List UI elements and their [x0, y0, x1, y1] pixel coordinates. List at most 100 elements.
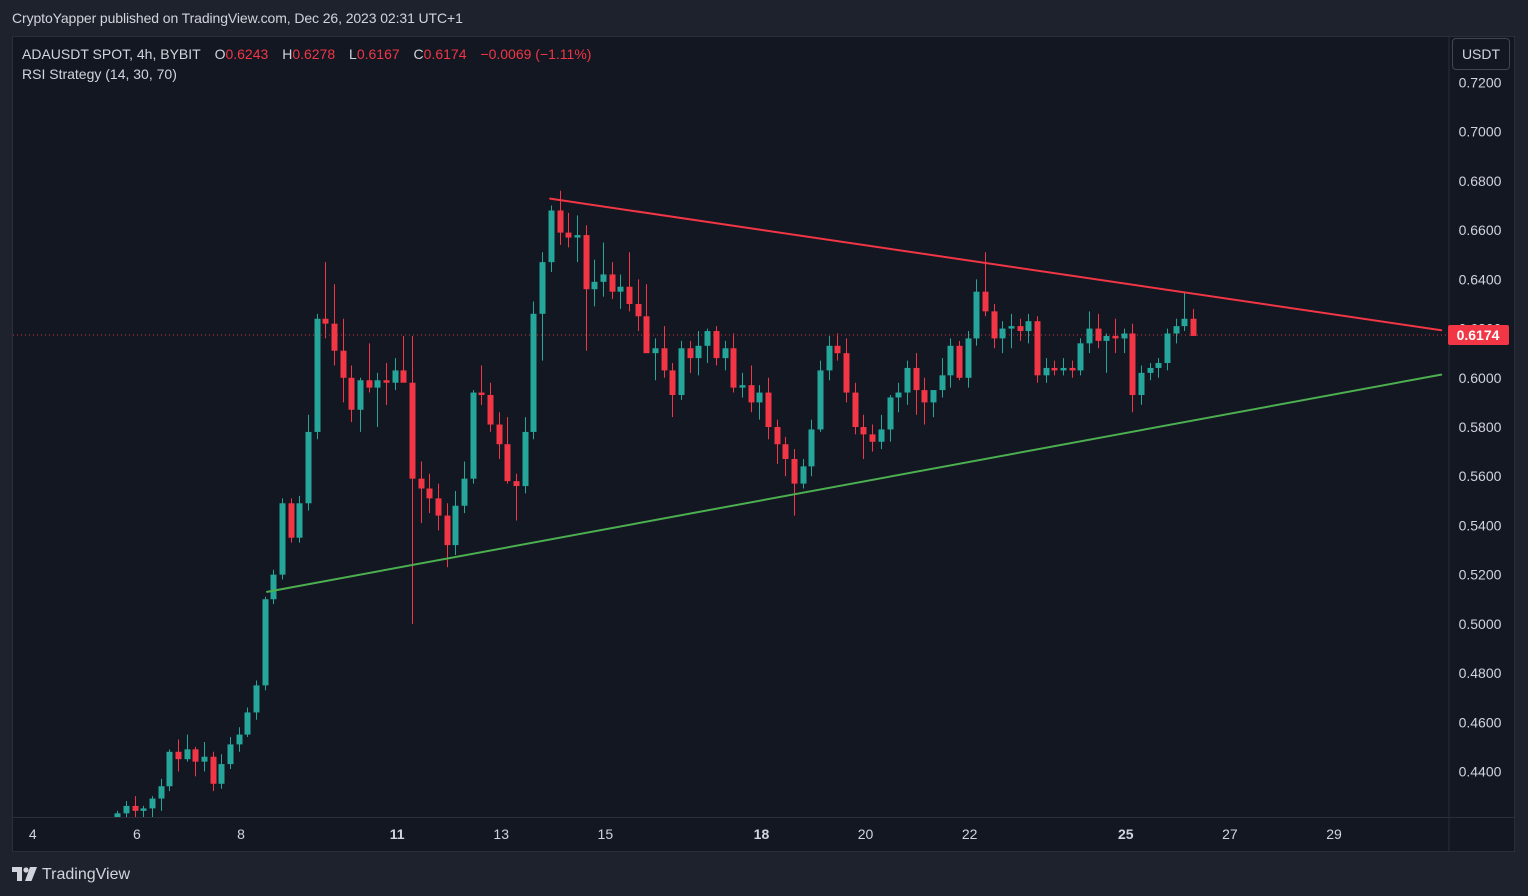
candle-down	[843, 338, 850, 403]
time-tick-label: 11	[390, 826, 405, 842]
legend-indicator[interactable]: RSI Strategy (14, 30, 70)	[22, 66, 177, 82]
candle-up	[201, 741, 208, 772]
candle-body	[184, 749, 191, 760]
candle-body	[635, 303, 642, 317]
candle-up	[123, 801, 130, 817]
candle-body	[1077, 343, 1084, 371]
candle-body	[1060, 367, 1067, 371]
candle-up	[678, 340, 685, 400]
resistance-trendline	[549, 197, 1443, 332]
candle-body	[253, 685, 260, 713]
currency-button[interactable]: USDT	[1452, 38, 1510, 70]
candle-up	[530, 301, 537, 440]
candle-body	[669, 370, 676, 396]
tradingview-logo-icon[interactable]	[12, 867, 38, 881]
candle-up	[1164, 328, 1171, 371]
candle-up	[1173, 318, 1180, 344]
candle-body	[609, 274, 616, 292]
candle-body	[244, 712, 251, 735]
price-tick-label: 0.4400	[1459, 763, 1502, 779]
candle-body	[270, 574, 277, 600]
candle-body	[1121, 333, 1128, 339]
candle-body	[583, 235, 590, 290]
candle-body	[166, 751, 173, 787]
candle-down	[175, 739, 182, 772]
candle-body	[1164, 333, 1171, 364]
candle-up	[279, 498, 286, 580]
candle-body	[782, 444, 789, 459]
candle-body	[383, 380, 390, 383]
candle-down	[1051, 360, 1058, 376]
legend-open-value: 0.6243	[225, 46, 269, 62]
candle-up	[739, 372, 746, 398]
candle-body	[643, 316, 650, 354]
candle-up	[695, 331, 702, 376]
candle-body	[557, 210, 564, 233]
legend-ohlc-row: ADAUSDT SPOT, 4h, BYBIT O0.6243 H0.6278 …	[22, 45, 591, 64]
candle-body	[175, 751, 182, 760]
candle-body	[1155, 363, 1162, 368]
chart-pane[interactable]	[12, 36, 1515, 852]
candle-down	[626, 252, 633, 312]
candle-body	[444, 515, 451, 546]
candle-body	[227, 744, 234, 765]
candle-body	[288, 503, 295, 538]
candle-down	[669, 363, 676, 418]
candle-body	[522, 431, 529, 487]
candle-body	[947, 345, 954, 376]
candle-up	[999, 321, 1006, 354]
candle-up	[296, 495, 303, 543]
candle-down	[1069, 360, 1076, 378]
legend-symbol[interactable]: ADAUSDT SPOT, 4h, BYBIT	[22, 46, 201, 62]
candle-body	[1069, 367, 1076, 371]
candle-up	[904, 360, 911, 405]
candle-body	[478, 392, 485, 396]
candle-down	[1129, 323, 1136, 413]
candle-down	[322, 262, 329, 339]
candle-up	[522, 417, 529, 494]
legend-low-label: L	[349, 46, 357, 62]
candle-up	[574, 215, 581, 263]
candle-body	[140, 808, 147, 811]
candle-body	[852, 392, 859, 427]
candle-up	[1103, 333, 1110, 373]
candle-up	[218, 754, 225, 789]
candle-body	[1008, 326, 1015, 329]
time-tick-label: 15	[598, 826, 614, 842]
chart-legend: ADAUSDT SPOT, 4h, BYBIT O0.6243 H0.6278 …	[22, 45, 591, 84]
candle-down	[487, 382, 494, 432]
candle-body	[600, 274, 607, 282]
candle-up	[973, 279, 980, 346]
candle-up	[539, 252, 546, 361]
candle-body	[661, 348, 668, 371]
candle-down	[834, 333, 841, 361]
candle-body	[305, 431, 312, 504]
candle-up	[1043, 358, 1050, 383]
plot-layer	[13, 190, 1449, 817]
candle-up	[895, 382, 902, 413]
candle-up	[1025, 313, 1032, 344]
time-tick-label: 27	[1222, 826, 1238, 842]
candle-body	[366, 380, 373, 388]
candle-up	[1121, 328, 1128, 354]
support-trendline	[266, 373, 1443, 593]
candle-body	[496, 424, 503, 445]
candle-down	[504, 417, 511, 484]
candle-body	[1181, 318, 1188, 327]
candle-body	[695, 345, 702, 359]
candle-body	[1086, 328, 1093, 344]
price-tick-label: 0.5400	[1459, 517, 1502, 533]
tradingview-brand[interactable]: TradingView	[42, 866, 131, 883]
candle-body	[530, 313, 537, 432]
candle-up	[253, 680, 260, 720]
publish-line: CryptoYapper published on TradingView.co…	[12, 10, 463, 26]
candle-down	[913, 353, 920, 415]
time-tick-label: 20	[858, 826, 874, 842]
candle-body	[930, 390, 937, 403]
candle-down	[583, 225, 590, 351]
candle-down	[478, 365, 485, 405]
time-tick-label: 18	[754, 826, 770, 842]
candle-up	[114, 810, 121, 817]
candle-body	[687, 348, 694, 359]
